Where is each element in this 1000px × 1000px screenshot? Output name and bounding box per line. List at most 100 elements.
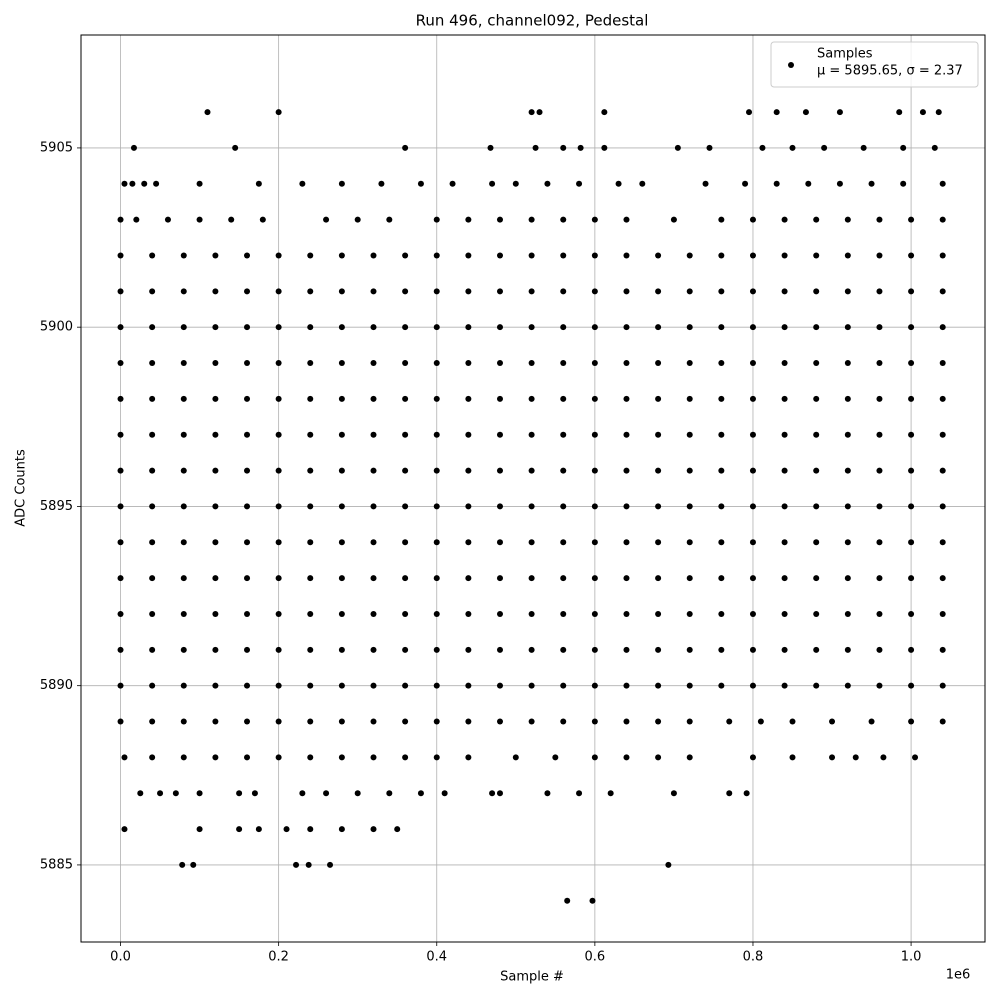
data-point xyxy=(212,252,219,259)
data-point xyxy=(370,682,377,689)
data-point xyxy=(402,575,409,582)
data-point xyxy=(149,503,156,510)
data-point xyxy=(338,503,345,510)
data-point xyxy=(528,395,535,402)
data-point xyxy=(180,754,187,761)
data-point xyxy=(449,180,456,187)
data-point xyxy=(402,324,409,331)
data-point xyxy=(528,539,535,546)
data-point xyxy=(591,646,598,653)
data-point xyxy=(338,180,345,187)
data-point xyxy=(149,718,156,725)
data-point xyxy=(117,324,124,331)
data-point xyxy=(370,467,377,474)
data-point xyxy=(465,288,472,295)
data-point xyxy=(781,360,788,367)
data-point xyxy=(560,610,567,617)
data-point xyxy=(496,682,503,689)
chart-title: Run 496, channel092, Pedestal xyxy=(416,12,649,30)
data-point xyxy=(179,861,186,868)
data-point xyxy=(251,790,258,797)
data-point xyxy=(141,180,148,187)
data-point xyxy=(868,180,875,187)
data-point xyxy=(591,467,598,474)
y-axis-label: ADC Counts xyxy=(14,449,29,527)
y-tick-label: 5890 xyxy=(40,678,73,693)
data-point xyxy=(615,180,622,187)
data-point xyxy=(623,503,630,510)
data-point xyxy=(180,288,187,295)
data-point xyxy=(908,288,915,295)
data-point xyxy=(307,575,314,582)
data-point xyxy=(117,718,124,725)
data-point xyxy=(528,467,535,474)
data-point xyxy=(528,109,535,116)
y-tick-label: 5895 xyxy=(40,499,73,514)
data-point xyxy=(255,180,262,187)
data-point xyxy=(433,467,440,474)
data-point xyxy=(836,180,843,187)
data-point xyxy=(496,288,503,295)
data-point xyxy=(623,252,630,259)
data-point xyxy=(718,360,725,367)
data-point xyxy=(749,360,756,367)
data-point xyxy=(370,610,377,617)
data-point xyxy=(908,360,915,367)
data-point xyxy=(196,180,203,187)
data-point xyxy=(686,252,693,259)
data-point xyxy=(844,324,851,331)
data-point xyxy=(370,754,377,761)
data-point xyxy=(417,790,424,797)
data-point xyxy=(402,144,409,151)
data-point xyxy=(813,431,820,438)
data-point xyxy=(180,646,187,653)
data-point xyxy=(117,646,124,653)
data-point xyxy=(433,216,440,223)
data-point xyxy=(307,395,314,402)
data-point xyxy=(528,360,535,367)
data-point xyxy=(465,539,472,546)
data-point xyxy=(844,610,851,617)
data-point xyxy=(718,575,725,582)
data-point xyxy=(212,431,219,438)
data-point xyxy=(117,503,124,510)
data-point xyxy=(749,288,756,295)
data-point xyxy=(121,180,128,187)
data-point xyxy=(402,610,409,617)
data-point xyxy=(908,682,915,689)
data-point xyxy=(939,610,946,617)
data-point xyxy=(908,324,915,331)
data-point xyxy=(465,431,472,438)
data-point xyxy=(844,252,851,259)
data-point xyxy=(212,288,219,295)
data-point xyxy=(749,503,756,510)
data-point xyxy=(726,790,733,797)
data-point xyxy=(908,216,915,223)
data-point xyxy=(686,324,693,331)
data-point xyxy=(686,431,693,438)
data-point xyxy=(908,431,915,438)
data-point xyxy=(153,180,160,187)
data-point xyxy=(655,610,662,617)
data-point xyxy=(781,324,788,331)
data-point xyxy=(939,324,946,331)
data-point xyxy=(164,216,171,223)
data-point xyxy=(560,360,567,367)
data-point xyxy=(275,109,282,116)
data-point xyxy=(402,395,409,402)
data-point xyxy=(244,431,251,438)
data-point xyxy=(939,575,946,582)
data-point xyxy=(402,467,409,474)
data-point xyxy=(805,180,812,187)
data-point xyxy=(307,360,314,367)
data-point xyxy=(623,539,630,546)
data-point xyxy=(275,646,282,653)
data-point xyxy=(259,216,266,223)
data-point xyxy=(576,180,583,187)
data-point xyxy=(623,754,630,761)
data-point xyxy=(560,431,567,438)
data-point xyxy=(844,539,851,546)
data-point xyxy=(844,503,851,510)
data-point xyxy=(370,575,377,582)
